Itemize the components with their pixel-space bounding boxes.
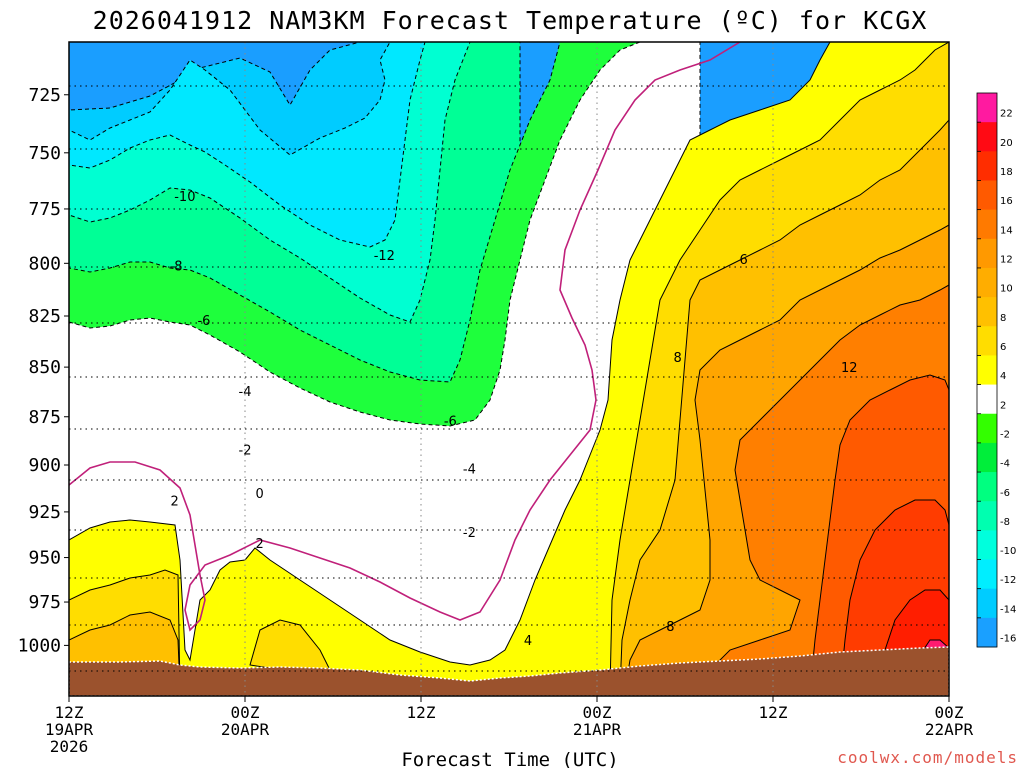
contour-label: -6 xyxy=(444,415,457,430)
y-axis: 725 750 775 800 825 850 875 900 925 950 975 1000 xyxy=(18,85,69,656)
contour-label: -8 xyxy=(170,260,183,275)
colorbar-label: -6 xyxy=(1000,488,1010,499)
colorbar-label: 16 xyxy=(1000,196,1013,207)
colorbar-label: -14 xyxy=(1000,604,1016,615)
y-tick-label: 975 xyxy=(28,592,61,613)
y-tick-label: 900 xyxy=(28,455,61,476)
colorbar-swatch xyxy=(977,501,997,531)
contour-label: -4 xyxy=(463,463,476,478)
colorbar-label: 10 xyxy=(1000,284,1013,295)
x-tick-label: 00Z xyxy=(935,703,964,722)
colorbar-swatch xyxy=(977,559,997,590)
colorbar-label: 6 xyxy=(1000,342,1006,353)
contour-label: -6 xyxy=(197,314,210,329)
colorbar-swatch xyxy=(977,355,997,386)
grid-vertical xyxy=(244,42,774,696)
colorbar-label: 2 xyxy=(1000,400,1006,411)
x-tick-label: 12Z xyxy=(759,703,788,722)
contour-label: 6 xyxy=(740,253,748,268)
contour-label: 2 xyxy=(170,495,178,510)
y-tick-label: 875 xyxy=(28,407,61,428)
y-tick-label: 1000 xyxy=(18,635,61,656)
colorbar-label: 12 xyxy=(1000,254,1013,265)
colorbar-swatch xyxy=(977,93,997,123)
x-tick-label: 12Z xyxy=(55,703,84,722)
colorbar-swatch xyxy=(977,326,997,356)
contour-label: -2 xyxy=(463,526,476,541)
contour-label: 0 xyxy=(256,487,264,502)
colorbar-label: 22 xyxy=(1000,109,1013,120)
x-tick-label: 00Z xyxy=(231,703,260,722)
colorbar-label: -8 xyxy=(1000,517,1010,528)
y-tick-label: 850 xyxy=(28,357,61,378)
colorbar-swatch xyxy=(977,297,997,327)
y-tick-label: 925 xyxy=(28,502,61,523)
colorbar-label: -12 xyxy=(1000,575,1016,586)
y-tick-label: 950 xyxy=(28,548,61,569)
colorbar-swatch xyxy=(977,267,997,298)
contour-label: 4 xyxy=(524,634,532,649)
colorbar-swatch xyxy=(977,209,997,240)
terrain xyxy=(69,646,949,696)
colorbar-swatch xyxy=(977,413,997,444)
credit-link[interactable]: coolwx.com/models xyxy=(837,748,1018,767)
colorbar-swatch xyxy=(977,151,997,181)
colorbar-frame xyxy=(976,92,998,648)
x-tick-label: 12Z xyxy=(407,703,436,722)
contour-label: 12 xyxy=(841,361,858,376)
contour-label: -2 xyxy=(239,444,252,459)
x-tick-label: 21APR xyxy=(573,720,622,739)
chart-title: 2026041912 NAM3KM Forecast Temperature (… xyxy=(93,6,928,35)
y-tick-label: 825 xyxy=(28,306,61,327)
colorbar-swatch xyxy=(977,384,997,415)
zero-isotherm xyxy=(69,42,741,632)
y-tick-label: 775 xyxy=(28,199,61,220)
colorbar-swatch xyxy=(977,442,997,473)
x-tick-label: 2026 xyxy=(50,737,89,756)
colorbar: 22 20 18 16 14 12 10 8 6 4 2 -2 -4 -6 -8 -10 -12 -14 -16 xyxy=(976,92,1016,648)
contour-label: -4 xyxy=(239,385,252,400)
colorbar-label: 18 xyxy=(1000,167,1013,178)
colorbar-label: -10 xyxy=(1000,546,1016,557)
contour-label: 8 xyxy=(674,351,682,366)
y-tick-label: 750 xyxy=(28,143,61,164)
colorbar-label: -4 xyxy=(1000,459,1010,470)
plot-area: -12 -10 -8 -6 -6 -4 -4 -2 -2 0 2 2 4 6 8 8 12 xyxy=(69,42,949,696)
x-tick-label: 00Z xyxy=(583,703,612,722)
x-axis-label: Forecast Time (UTC) xyxy=(401,749,618,768)
region-minus-2-to-2 xyxy=(69,42,701,691)
x-tick-label: 22APR xyxy=(925,720,974,739)
contour-label: -12 xyxy=(374,249,395,264)
x-tick-label: 20APR xyxy=(221,720,270,739)
colorbar-swatch xyxy=(977,238,997,269)
y-tick-label: 800 xyxy=(28,253,61,274)
colorbar-swatch xyxy=(977,530,997,561)
colorbar-label: 14 xyxy=(1000,225,1013,236)
colorbar-label: 20 xyxy=(1000,138,1013,149)
contour-label: 2 xyxy=(256,537,264,552)
colorbar-swatch xyxy=(977,617,997,648)
contour-labels: -12 -10 -8 -6 -6 -4 -4 -2 -2 0 2 2 4 6 8 8 12 xyxy=(170,190,858,649)
colorbar-swatch xyxy=(977,122,997,152)
colorbar-swatch xyxy=(977,588,997,619)
colorbar-swatch xyxy=(977,472,997,502)
grid-horizontal xyxy=(69,85,949,672)
colorbar-label: 8 xyxy=(1000,313,1006,324)
x-tick-label: 19APR xyxy=(45,720,94,739)
y-tick-label: 725 xyxy=(28,85,61,106)
contour-label: -10 xyxy=(174,190,195,205)
colorbar-label: -2 xyxy=(1000,429,1010,440)
contour-label: 8 xyxy=(666,620,674,635)
colorbar-label: 4 xyxy=(1000,371,1006,382)
colorbar-label: -16 xyxy=(1000,634,1016,645)
plot-frame xyxy=(68,41,950,697)
colorbar-swatch xyxy=(977,180,997,211)
